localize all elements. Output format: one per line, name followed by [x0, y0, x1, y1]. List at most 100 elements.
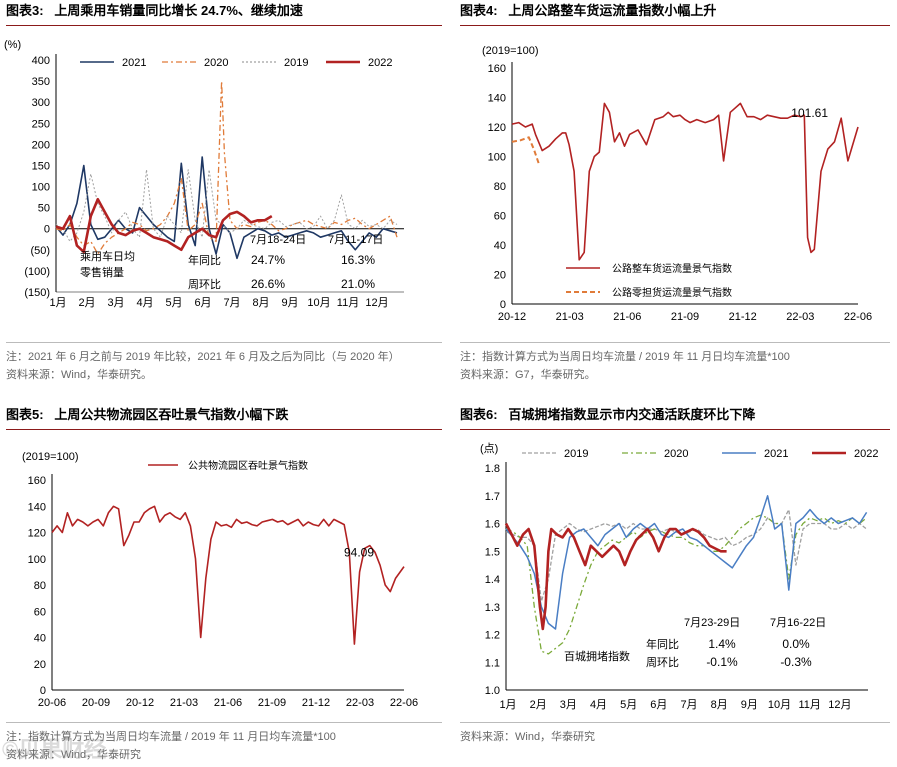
x-tick-label: 21-03 — [170, 697, 198, 709]
panel-logistics-park: 图表5: 上周公共物流园区吞吐景气指数小幅下跌 (2019=100) 0 20 40 6… — [6, 404, 442, 767]
panel-congestion: 图表6: 百城拥堵指数显示市内交通活跃度环比下降 (点) 1.0 1.1 1.2 1.3… — [460, 404, 890, 767]
legend-label: 公路整车货运流量景气指数 — [612, 262, 732, 275]
legend-label: 公路零担货运流量景气指数 — [612, 286, 732, 299]
legend-label: 2022 — [368, 57, 392, 69]
x-tick-label: 12月 — [828, 699, 851, 711]
y-tick-label: 100 — [28, 554, 46, 566]
x-tick-label: 20-12 — [126, 697, 154, 709]
y-tick-label: 120 — [28, 528, 46, 540]
series-line-2020 — [55, 80, 398, 255]
series-line-2019 — [505, 508, 867, 602]
annotation-row-label: 周环比 — [188, 278, 221, 291]
y-tick-label: 50 — [38, 203, 50, 215]
x-tick-label: 22-03 — [786, 311, 814, 323]
y-tick-label: 100 — [32, 182, 50, 194]
x-tick-label: 5月 — [620, 699, 637, 711]
x-tick-label: 1月 — [49, 297, 66, 309]
x-tick-label: 22-06 — [844, 311, 872, 323]
x-tick-label: 6月 — [194, 297, 211, 309]
x-tick-label: 22-03 — [346, 697, 374, 709]
x-tick-label: 11月 — [798, 699, 820, 711]
annotation-value: 16.3% — [341, 253, 375, 267]
annotation-value: -0.1% — [706, 655, 738, 669]
panel-title: 图表5: 上周公共物流园区吞吐景气指数小幅下跌 — [6, 407, 289, 422]
annotation-value: 21.0% — [341, 277, 375, 291]
annotation-row-label: 周环比 — [646, 656, 679, 669]
y-tick-label: 1.2 — [485, 630, 500, 642]
annotation-col-header: 7月18-24日 — [250, 234, 306, 246]
y-axis-unit: (%) — [4, 39, 21, 51]
x-tick-label: 5月 — [165, 297, 182, 309]
legend-label: 2022 — [854, 448, 878, 460]
y-tick-label: 1.7 — [485, 491, 500, 503]
chart-logistics-park: (2019=100) 0 20 40 60 80 100 120 140 160 20-06 20-0… — [22, 451, 418, 709]
x-tick-label: 8月 — [252, 297, 269, 309]
title-rule — [6, 429, 442, 430]
series-line-2022 — [504, 522, 727, 631]
panel-title: 图表4: 上周公路整车货运流量指数小幅上升 — [460, 3, 717, 18]
x-tick-label: 20-12 — [498, 311, 526, 323]
annotation-col-header: 7月16-22日 — [770, 617, 826, 629]
panel-car-sales: 图表3: 上周乘用车销量同比增长 24.7%、继续加速 (%) (150) (100… — [4, 0, 442, 385]
last-value-label: 101.61 — [791, 106, 828, 120]
series-line-2021 — [505, 495, 868, 630]
y-tick-label: 160 — [488, 63, 506, 75]
chart-car-sales: (%) (150) (100) (50) 0 50 100 150 200 250 300 350 40… — [4, 39, 404, 309]
title-rule — [460, 25, 890, 26]
annotation-row-label: 年同比 — [188, 253, 221, 267]
annotation-label: 百城拥堵指数 — [564, 649, 630, 663]
x-tick-label: 7月 — [223, 297, 240, 309]
y-tick-label: 20 — [34, 659, 46, 671]
annotation-value: -0.3% — [780, 655, 812, 669]
y-tick-label: 1.6 — [485, 519, 500, 531]
y-tick-label: 120 — [488, 122, 506, 134]
y-tick-label: (150) — [24, 287, 50, 299]
chart-congestion: (点) 1.0 1.1 1.2 1.3 1.4 1.5 1.6 1.7 1.8 1月 2月 3月 4月 5月… — [480, 442, 878, 711]
y-tick-label: 60 — [494, 211, 506, 223]
y-tick-label: 40 — [494, 240, 506, 252]
y-tick-label: 200 — [32, 139, 50, 151]
annotation-value: 24.7% — [251, 253, 285, 267]
panel-title: 图表6: 百城拥堵指数显示市内交通活跃度环比下降 — [460, 407, 756, 422]
y-axis-unit: (2019=100) — [482, 45, 539, 57]
panel-title: 图表3: 上周乘用车销量同比增长 24.7%、继续加速 — [6, 3, 303, 18]
x-tick-label: 3月 — [560, 699, 577, 711]
y-tick-label: 1.3 — [485, 602, 500, 614]
x-tick-label: 21-09 — [671, 311, 699, 323]
series-line-公路整车货运流量景气指数 — [511, 102, 859, 261]
x-tick-label: 21-12 — [729, 311, 757, 323]
y-tick-label: 1.1 — [485, 657, 500, 669]
note-rule — [6, 722, 442, 723]
annotation-row-label: 年同比 — [646, 637, 679, 651]
x-tick-label: 6月 — [650, 699, 667, 711]
y-tick-label: 400 — [32, 55, 50, 67]
source-note: 资料来源：Wind，华泰研究。 — [6, 369, 153, 381]
footnote: 注：指数计算方式为当周日均车流量 / 2019 年 11 月日均车流量*100 — [6, 731, 336, 743]
x-tick-label: 20-06 — [38, 697, 66, 709]
y-tick-label: 1.8 — [485, 463, 500, 475]
footnote: 注：指数计算方式为当周日均车流量 / 2019 年 11 月日均车流量*100 — [460, 351, 790, 363]
y-tick-label: 40 — [34, 633, 46, 645]
y-tick-label: 1.4 — [485, 574, 500, 586]
y-tick-label: 0 — [44, 224, 50, 236]
legend-label: 2020 — [204, 57, 228, 69]
x-tick-label: 21-06 — [214, 697, 242, 709]
y-tick-label: 250 — [32, 118, 50, 130]
x-tick-label: 22-06 — [390, 697, 418, 709]
series-line-2022 — [55, 197, 273, 254]
series-line-公路零担货运流量景气指数 — [511, 136, 540, 165]
source-note: 资料来源：G7，华泰研究。 — [460, 369, 596, 381]
y-tick-label: 300 — [32, 97, 50, 109]
legend-label: 2019 — [284, 57, 308, 69]
y-tick-label: 1.5 — [485, 546, 500, 558]
footnote: 注：2021 年 6 月之前与 2019 年比较，2021 年 6 月及之后为同… — [6, 351, 400, 363]
annotation-col-header: 7月23-29日 — [684, 617, 740, 629]
last-value-label: 94.09 — [344, 546, 374, 560]
x-tick-label: 4月 — [136, 297, 153, 309]
legend-label: 2020 — [664, 448, 688, 460]
legend-label: 2021 — [122, 57, 146, 69]
y-tick-label: 80 — [494, 181, 506, 193]
x-tick-label: 2月 — [78, 297, 95, 309]
y-tick-label: 140 — [488, 93, 506, 105]
y-tick-label: 0 — [500, 299, 506, 311]
